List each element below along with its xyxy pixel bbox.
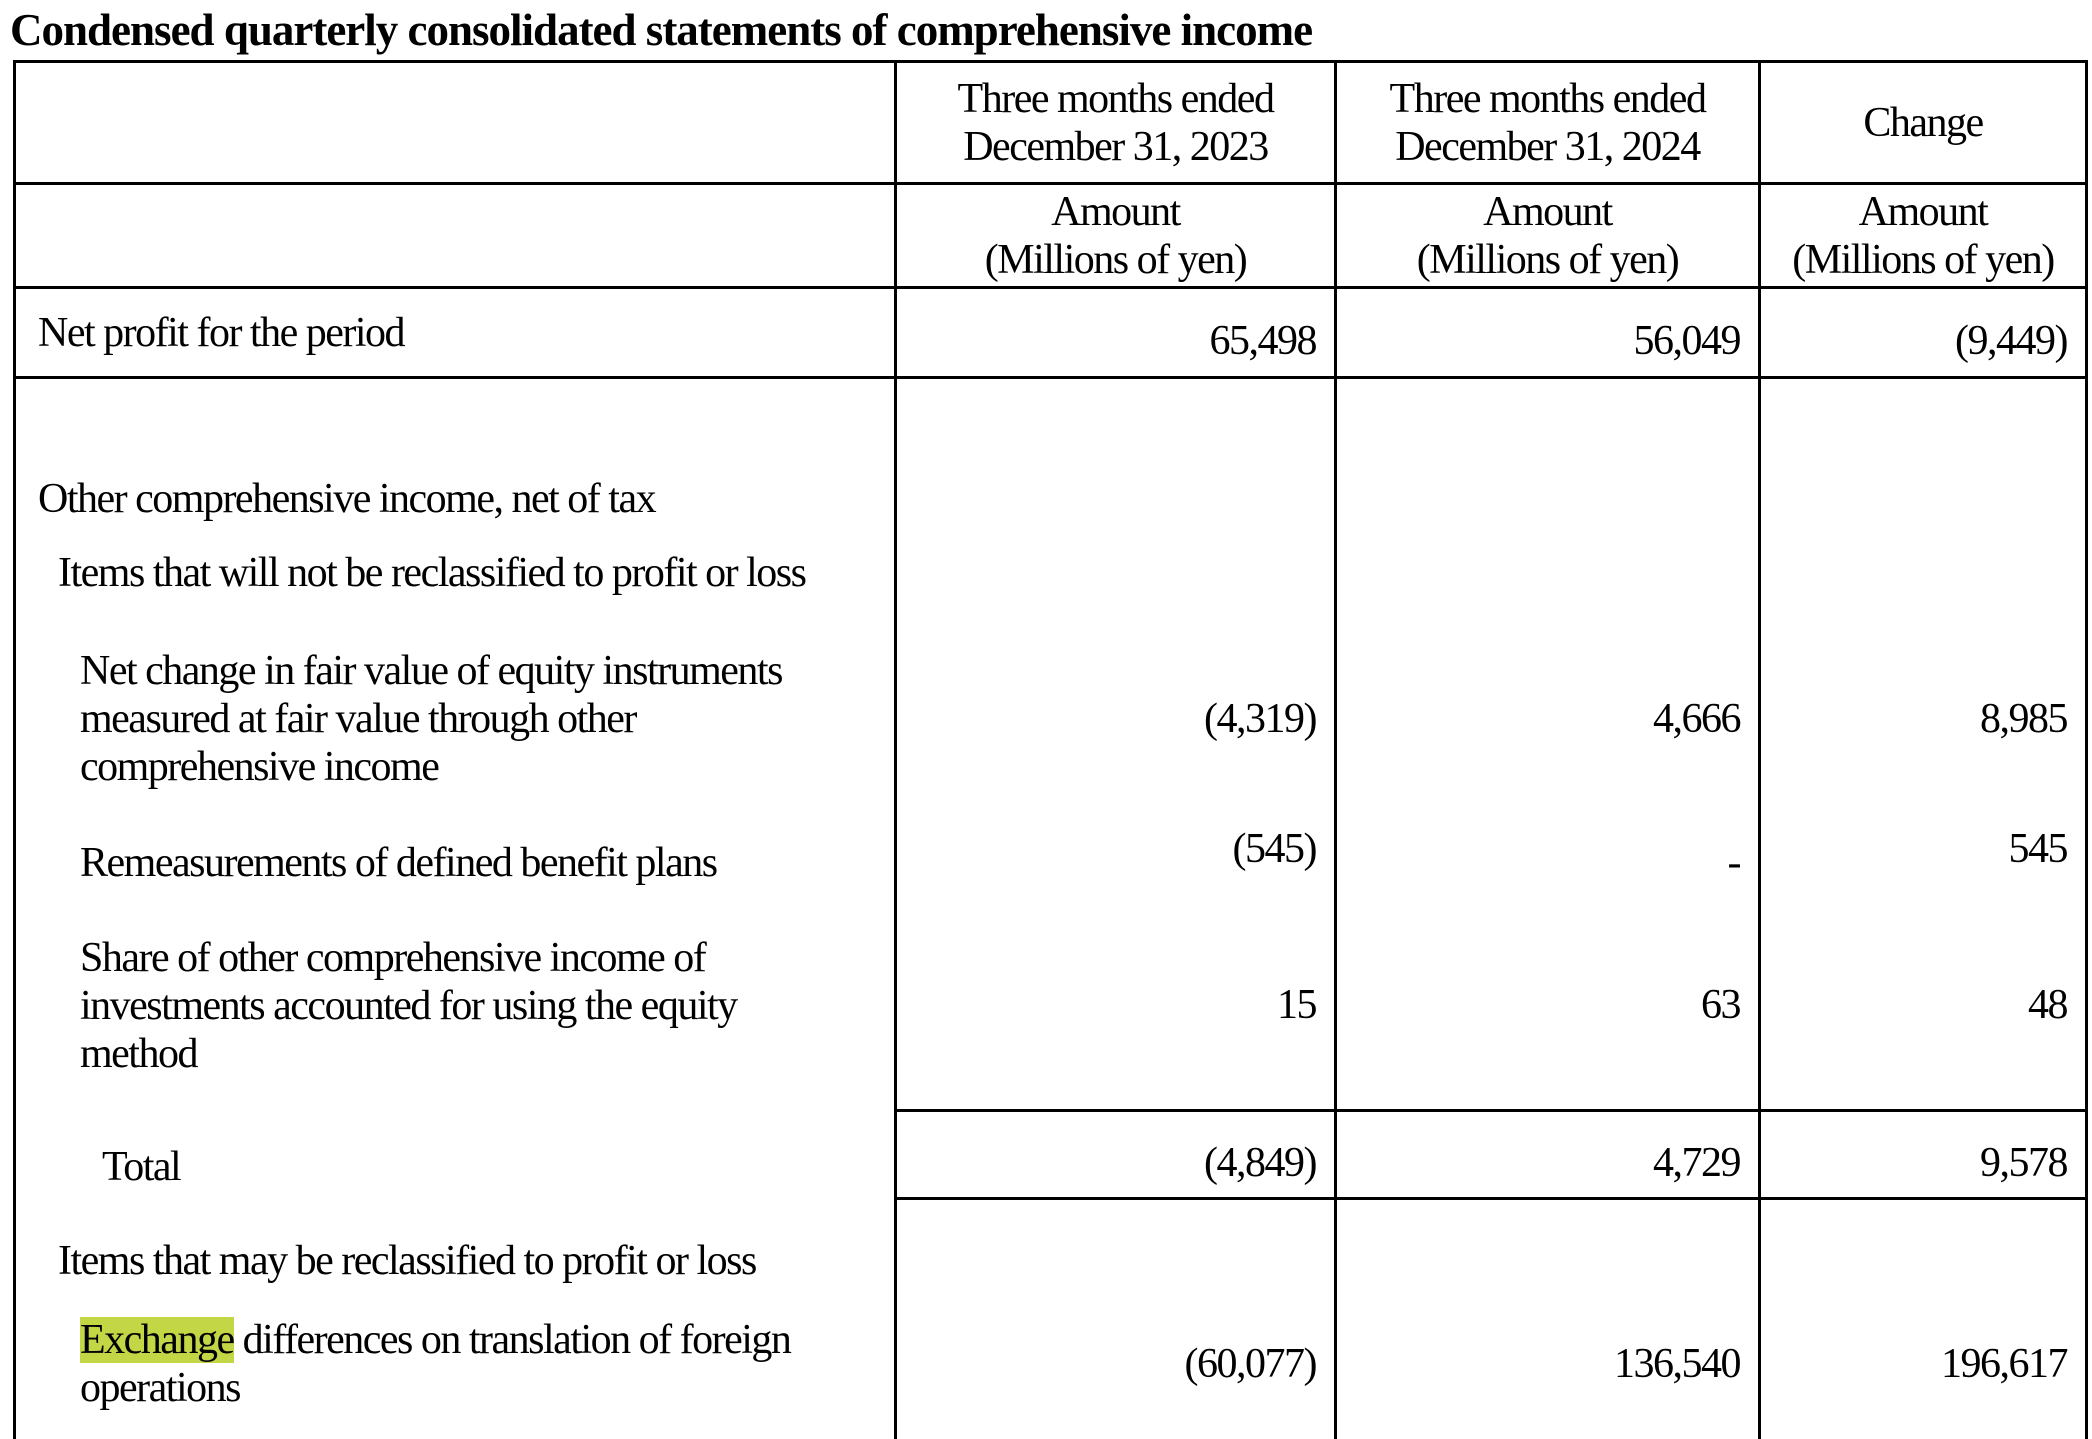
unit-millions-label: (Millions of yen) (984, 236, 1248, 283)
row-remeasurements: Remeasurements of defined benefit plans … (13, 824, 2088, 901)
row-share-oci: Share of other comprehensive income of i… (13, 900, 2088, 1111)
header-change: Change (1758, 60, 2088, 185)
row-not-reclassified-heading: Items that will not be reclassified to p… (13, 532, 2088, 613)
header-period-2023-label: Three months ended December 31, 2023 (957, 75, 1275, 170)
header-period-2024-label: Three months ended December 31, 2024 (1389, 75, 1707, 170)
not-reclassified-heading-label: Items that will not be reclassified to p… (13, 532, 897, 613)
oci-heading-blank-change (1758, 376, 2088, 533)
share-oci-change: 48 (1758, 900, 2088, 1111)
highlighted-word: Exchange (80, 1316, 235, 1363)
oci-heading-blank-2023 (894, 376, 1337, 533)
row-oci-heading: Other comprehensive income, net of tax (13, 376, 2088, 533)
unit-cell-change: Amount (Millions of yen) (1758, 182, 2088, 289)
exchange-differences-label: Exchange differences on translation of f… (13, 1288, 897, 1439)
header-blank-cell (13, 60, 897, 185)
unit-millions-label: (Millions of yen) (1416, 236, 1680, 283)
net-profit-label: Net profit for the period (13, 287, 897, 378)
header-period-2024: Three months ended December 31, 2024 (1334, 60, 1761, 185)
page-title: Condensed quarterly consolidated stateme… (10, 5, 1313, 55)
remeasurements-2023: (545) (894, 824, 1337, 901)
net-profit-2024: 56,049 (1334, 287, 1761, 378)
unit-amount-label: Amount (1051, 188, 1181, 235)
fair-value-2023: (4,319) (894, 612, 1337, 825)
header-row-periods: Three months ended December 31, 2023 Thr… (13, 60, 2088, 185)
fair-value-2024: 4,666 (1334, 612, 1761, 825)
exchange-differences-change: 196,617 (1758, 1288, 2088, 1439)
header-period-2023: Three months ended December 31, 2023 (894, 60, 1337, 185)
not-reclassified-blank-2024 (1334, 532, 1761, 613)
total-label: Total (13, 1110, 897, 1199)
oci-heading-blank-2024 (1334, 376, 1761, 533)
unit-cell-2024: Amount (Millions of yen) (1334, 182, 1761, 289)
oci-heading-label: Other comprehensive income, net of tax (13, 376, 897, 533)
exchange-differences-label-rest: differences on translation of foreign op… (80, 1316, 792, 1411)
not-reclassified-blank-2023 (894, 532, 1337, 613)
row-may-reclassify-heading: Items that may be reclassified to profit… (13, 1197, 2088, 1289)
total-2023: (4,849) (894, 1109, 1337, 1199)
fair-value-change: 8,985 (1758, 612, 2088, 825)
exchange-differences-2023: (60,077) (894, 1288, 1337, 1439)
share-oci-2023: 15 (894, 900, 1337, 1111)
header-row-units: Amount (Millions of yen) Amount (Million… (13, 182, 2088, 289)
unit-amount-label: Amount (1858, 188, 1989, 235)
row-net-profit: Net profit for the period 65,498 56,049 … (13, 287, 2088, 378)
remeasurements-2024: - (1334, 824, 1761, 901)
unit-blank-cell (13, 182, 897, 289)
exchange-differences-2024: 136,540 (1334, 1288, 1761, 1439)
may-reclassify-blank-2023 (894, 1197, 1337, 1289)
unit-millions-label: (Millions of yen) (1792, 236, 2055, 283)
remeasurements-label: Remeasurements of defined benefit plans (13, 824, 897, 901)
row-total: Total (4,849) 4,729 9,578 (13, 1109, 2088, 1199)
may-reclassify-blank-change (1758, 1197, 2088, 1289)
total-change: 9,578 (1758, 1109, 2088, 1199)
may-reclassify-heading-label: Items that may be reclassified to profit… (13, 1198, 897, 1289)
not-reclassified-blank-change (1758, 532, 2088, 613)
share-oci-label: Share of other comprehensive income of i… (13, 900, 897, 1111)
net-profit-2023: 65,498 (894, 287, 1337, 378)
unit-cell-2023: Amount (Millions of yen) (894, 182, 1337, 289)
may-reclassify-blank-2024 (1334, 1197, 1761, 1289)
unit-amount-label: Amount (1483, 188, 1613, 235)
fair-value-label: Net change in fair value of equity instr… (13, 612, 897, 825)
comprehensive-income-table: Three months ended December 31, 2023 Thr… (13, 60, 2088, 1439)
net-profit-change: (9,449) (1758, 287, 2088, 378)
remeasurements-change: 545 (1758, 824, 2088, 901)
row-exchange-differences: Exchange differences on translation of f… (13, 1288, 2088, 1439)
row-fair-value: Net change in fair value of equity instr… (13, 612, 2088, 825)
share-oci-2024: 63 (1334, 900, 1761, 1111)
total-2024: 4,729 (1334, 1109, 1761, 1199)
